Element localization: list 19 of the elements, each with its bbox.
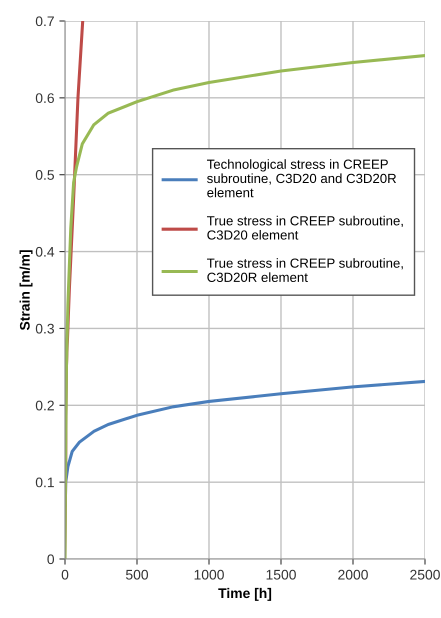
y-tick-label: 0 bbox=[47, 554, 54, 564]
x-tick-label: 1500 bbox=[266, 570, 296, 580]
x-tick-label: 2500 bbox=[410, 570, 440, 580]
y-axis-title: Strain [m/m] bbox=[20, 250, 32, 330]
y-tick-label: 0.2 bbox=[36, 400, 54, 410]
y-tick-label: 0.7 bbox=[36, 16, 54, 26]
x-tick-label: 0 bbox=[62, 570, 68, 580]
legend-label: True stress in CREEP subroutine, C3D20 element bbox=[206, 216, 403, 240]
legend-label: True stress in CREEP subroutine, C3D20R element bbox=[206, 258, 403, 282]
legend-label: Technological stress in CREEP subroutine, C3D20 and C3D20R element bbox=[206, 159, 396, 198]
x-tick-label: 500 bbox=[126, 570, 148, 580]
y-tick-label: 0.5 bbox=[36, 170, 54, 180]
x-tick-label: 2000 bbox=[338, 570, 368, 580]
x-tick-label: 1000 bbox=[194, 570, 224, 580]
y-tick-label: 0.1 bbox=[36, 477, 54, 488]
x-axis-title: Time [h] bbox=[218, 588, 272, 601]
y-tick-label: 0.3 bbox=[36, 324, 54, 334]
y-tick-label: 0.6 bbox=[36, 93, 54, 104]
y-tick-label: 0.4 bbox=[36, 246, 54, 257]
